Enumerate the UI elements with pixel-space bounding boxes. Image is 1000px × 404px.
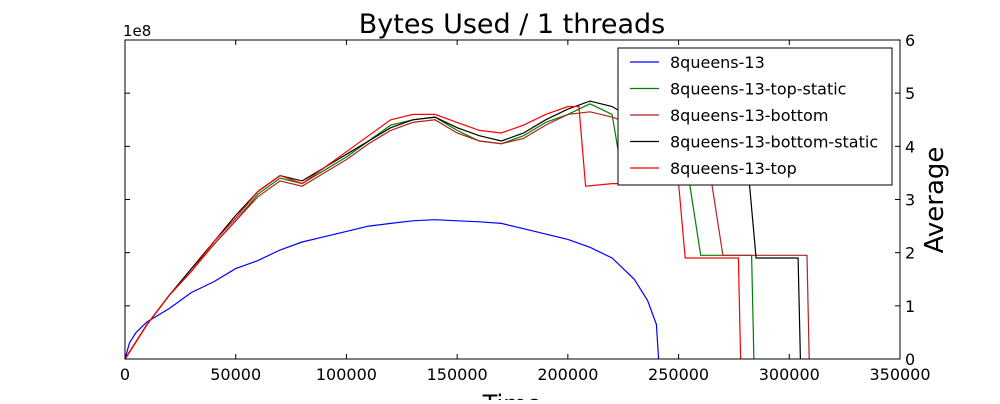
ticks-layer: 0 50000 100000 150000 200000 250000 300000 3500… bbox=[120, 31, 931, 384]
series-line-3 bbox=[124, 111, 810, 360]
y-tick-label: 1 bbox=[905, 297, 915, 316]
x-tick-label: 350000 bbox=[869, 365, 930, 384]
series-line-1 bbox=[124, 219, 660, 360]
y-tick-label: 2 bbox=[905, 244, 915, 263]
x-tick-label: 250000 bbox=[648, 365, 709, 384]
x-tick-label: 200000 bbox=[537, 365, 598, 384]
legend-label: 8queens-13 bbox=[670, 53, 765, 72]
chart-title: Bytes Used / 1 threads bbox=[359, 9, 666, 40]
x-tick-label: 300000 bbox=[759, 365, 820, 384]
y-tick-label: 6 bbox=[905, 31, 915, 50]
y-tick-label: 0 bbox=[905, 350, 915, 369]
legend-label: 8queens-13-top-static bbox=[670, 80, 846, 99]
x-tick-label: 150000 bbox=[427, 365, 488, 384]
x-tick-label: 100000 bbox=[316, 365, 377, 384]
y-tick-label: 5 bbox=[905, 84, 915, 103]
x-axis-label: Time bbox=[482, 390, 542, 400]
legend-label: 8queens-13-bottom-static bbox=[670, 133, 878, 152]
legend-box bbox=[617, 47, 893, 186]
x-tick-label: 0 bbox=[120, 365, 130, 384]
y-axis-label: Average bbox=[920, 147, 950, 254]
y-tick-label: 3 bbox=[905, 191, 915, 210]
legend-label: 8queens-13-top bbox=[670, 159, 797, 178]
legend: 8queens-13 8queens-13-top-static 8queens-1… bbox=[617, 47, 893, 186]
y-tick-label: 4 bbox=[905, 137, 915, 156]
x-tick-label: 50000 bbox=[210, 365, 261, 384]
legend-label: 8queens-13-bottom bbox=[670, 106, 828, 125]
y-offset-label: 1e8 bbox=[123, 22, 151, 40]
